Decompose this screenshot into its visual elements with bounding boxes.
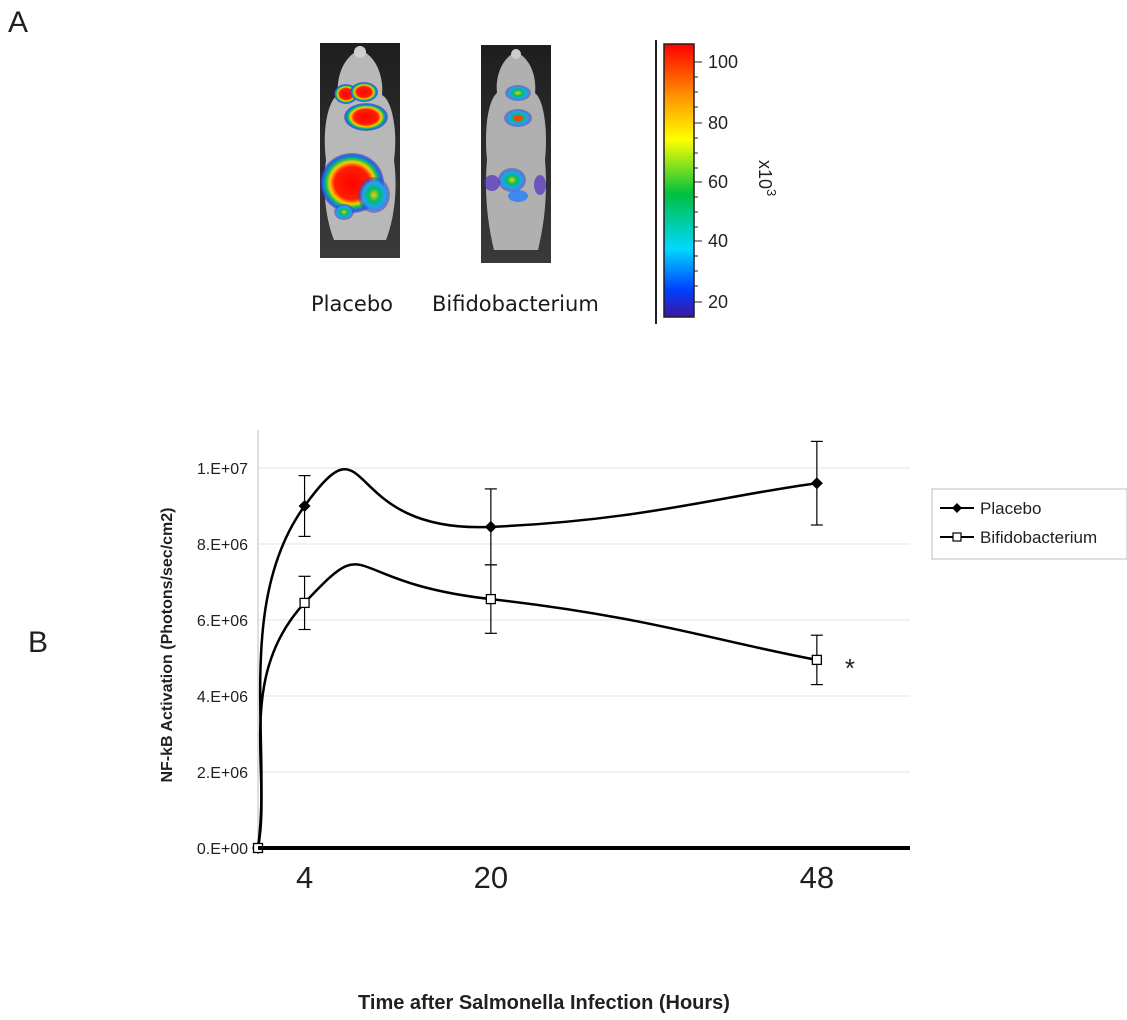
panel-b-letter: B (28, 626, 48, 659)
legend-marker-placebo (952, 503, 962, 513)
scale-unit-label: x103 (755, 160, 779, 196)
x-tick-label: 4 (296, 860, 313, 895)
x-tick-label: 20 (474, 860, 508, 895)
x-axis-title: Time after Salmonella Infection (Hours) (358, 992, 730, 1014)
color-scale-bar (663, 43, 695, 318)
x-tick-label: 48 (800, 860, 834, 895)
data-point-placebo (298, 500, 311, 512)
data-point-bifidobacterium (485, 593, 497, 605)
legend-label: Bifidobacterium (980, 528, 1097, 547)
scale-tick-label: 40 (708, 231, 728, 251)
data-point-bifidobacterium (299, 597, 310, 609)
bifidobacterium-caption: Bifidobacterium (432, 292, 599, 316)
placebo-caption: Placebo (311, 292, 393, 316)
color-scale-ticks (694, 61, 702, 303)
x-tick-labels: 4 20 48 (296, 860, 834, 895)
grid-lines (258, 467, 910, 773)
scale-tick-label: 20 (708, 292, 728, 312)
y-tick-label: 2.E+06 (197, 765, 248, 782)
series-layer (252, 440, 823, 854)
annotations: * (845, 653, 855, 683)
data-point-placebo (810, 477, 823, 490)
y-tick-labels: 0.E+00 2.E+06 4.E+06 6.E+06 8.E+06 1.E+07 (197, 461, 248, 858)
y-tick-label: 1.E+07 (197, 461, 248, 478)
scale-tick-label: 60 (708, 172, 728, 192)
series-line-placebo (256, 467, 818, 849)
y-tick-label: 0.E+00 (197, 841, 248, 858)
data-point-placebo (484, 520, 497, 533)
legend-box (931, 488, 1127, 560)
y-tick-label: 8.E+06 (197, 537, 248, 554)
legend: Placebo Bifidobacterium (931, 488, 1127, 560)
bifidobacterium-mouse-image (481, 45, 551, 263)
data-point-bifidobacterium (811, 654, 823, 666)
series-line-bifidobacterium (256, 563, 818, 849)
y-tick-label: 6.E+06 (197, 613, 248, 630)
legend-marker-bifidobacterium (952, 532, 962, 542)
panel-a-letter: A (8, 6, 28, 39)
legend-label: Placebo (980, 499, 1041, 518)
scale-tick-label: 80 (708, 113, 728, 133)
scale-tick-label: 100 (708, 52, 738, 72)
significance-asterisk: * (845, 653, 855, 683)
y-axis-title: NF-kB Activation (Photons/sec/cm2) (159, 507, 176, 782)
placebo-mouse-image (320, 43, 400, 258)
line-chart: 0.E+00 2.E+06 4.E+06 6.E+06 8.E+06 1.E+07 4 20… (159, 430, 1127, 1014)
y-tick-label: 4.E+06 (197, 689, 248, 706)
